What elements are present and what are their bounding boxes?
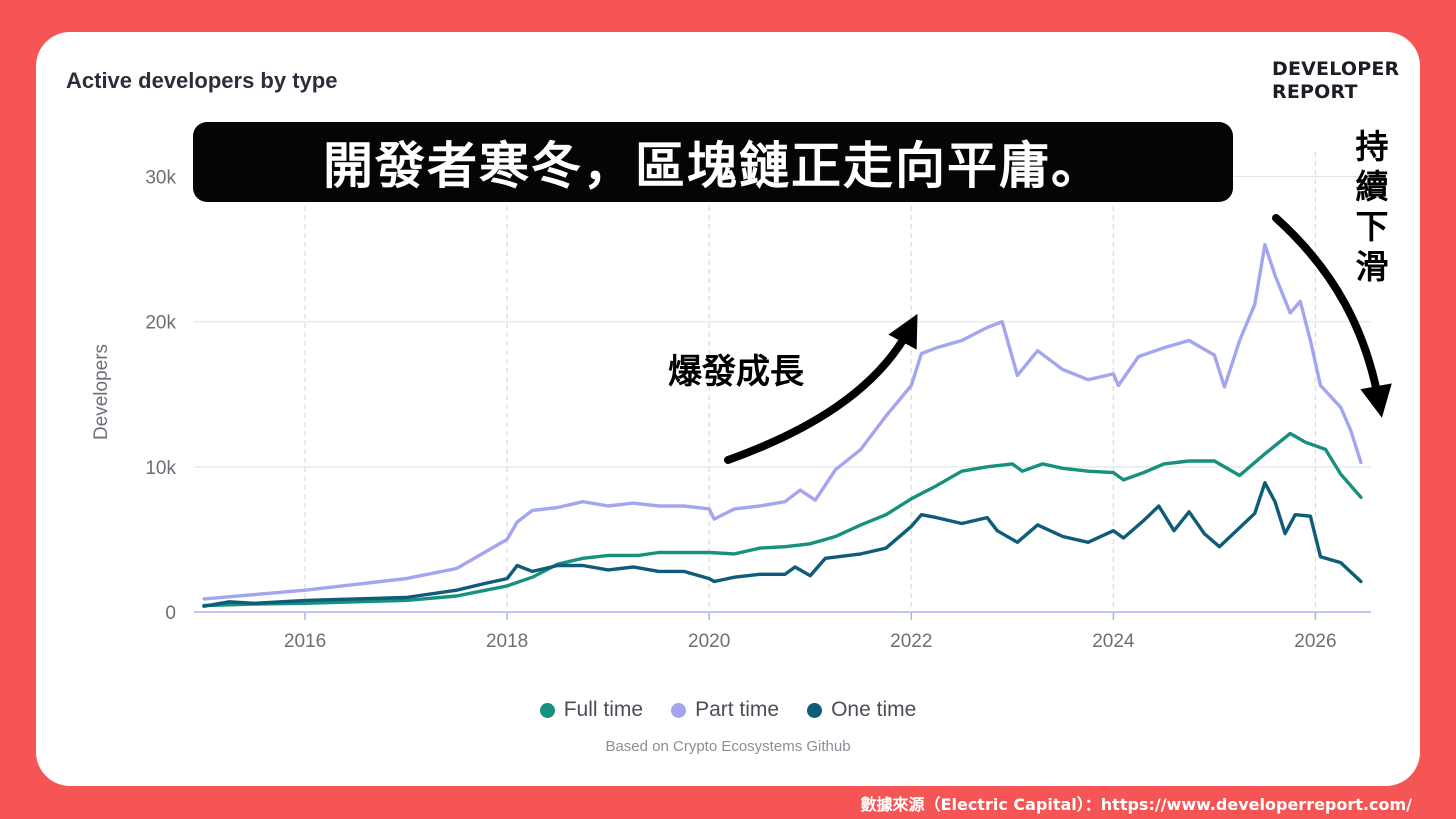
x-tick-label: 2022: [890, 631, 932, 652]
legend-swatch-part-time: [671, 702, 687, 718]
headline-banner: 開發者寒冬，區塊鏈正走向平庸。: [193, 122, 1233, 202]
brand-line-1: DEVELOPER: [1272, 58, 1400, 80]
chart-title: Active developers by type: [66, 68, 338, 93]
x-tick-label: 2020: [688, 631, 730, 652]
y-tick-label: 20k: [145, 313, 176, 334]
y-axis-label: Developers: [91, 343, 112, 441]
legend-swatch-one-time: [807, 702, 823, 718]
legend-label-full-time: Full time: [563, 698, 644, 721]
legend-item-one-time[interactable]: One time: [807, 698, 916, 722]
legend-swatch-full-time: [539, 702, 555, 718]
series-lines: [202, 243, 1363, 608]
chart-card: Active developers by type DEVELOPER REPO…: [36, 32, 1420, 786]
x-tick-label: 2024: [1092, 631, 1135, 652]
brand-logo: DEVELOPER REPORT: [1272, 58, 1399, 104]
data-source-footer: 數據來源（Electric Capital）：https://www.devel…: [860, 795, 1412, 814]
x-tick-label: 2018: [486, 631, 528, 652]
x-tick-label: 2026: [1294, 631, 1336, 652]
axes: 0 10k 20k 30k 2016 2018 2020 2022 2024 2026: [145, 168, 1336, 652]
legend: Full time Part time One time: [36, 698, 1420, 722]
series-line-full-time: [202, 431, 1363, 608]
legend-item-full-time[interactable]: Full time: [539, 698, 644, 722]
legend-label-part-time: Part time: [695, 698, 780, 721]
y-tick-label: 0: [165, 603, 176, 624]
brand-line-2: REPORT: [1272, 81, 1358, 103]
growth-arrow: [724, 313, 918, 464]
legend-label-one-time: One time: [831, 698, 917, 721]
x-tick-label: 2016: [284, 631, 326, 652]
source-note: Based on Crypto Ecosystems Github: [605, 738, 851, 755]
growth-annotation: 爆發成長: [668, 352, 804, 392]
series-line-part-time: [202, 243, 1363, 601]
decline-annotation: 持續下滑: [1355, 127, 1389, 286]
legend-item-part-time[interactable]: Part time: [671, 698, 779, 722]
y-tick-label: 10k: [145, 458, 176, 479]
y-tick-label: 30k: [145, 168, 176, 189]
decline-arrow: [1272, 214, 1392, 418]
series-line-one-time: [202, 481, 1363, 608]
